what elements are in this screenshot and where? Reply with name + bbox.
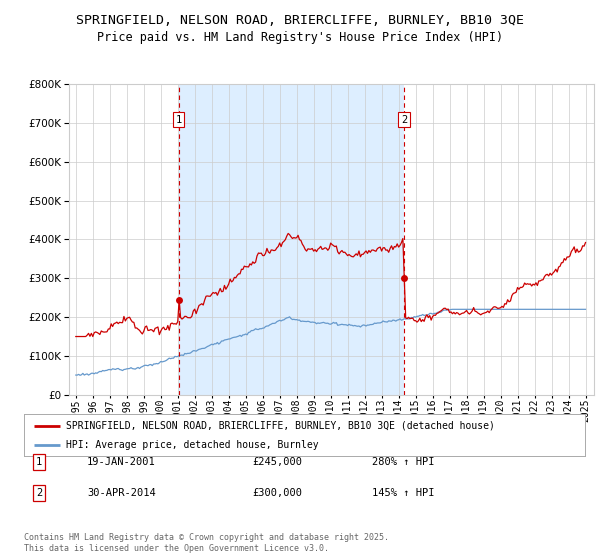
Text: HPI: Average price, detached house, Burnley: HPI: Average price, detached house, Burn… (66, 440, 319, 450)
Text: £245,000: £245,000 (252, 457, 302, 467)
Text: 1: 1 (175, 115, 182, 125)
Bar (179, 84, 404, 395)
Text: SPRINGFIELD, NELSON ROAD, BRIERCLIFFE, BURNLEY, BB10 3QE: SPRINGFIELD, NELSON ROAD, BRIERCLIFFE, B… (76, 14, 524, 27)
Text: SPRINGFIELD, NELSON ROAD, BRIERCLIFFE, BURNLEY, BB10 3QE (detached house): SPRINGFIELD, NELSON ROAD, BRIERCLIFFE, B… (66, 421, 495, 431)
Text: 19-JAN-2001: 19-JAN-2001 (87, 457, 156, 467)
Text: 2: 2 (36, 488, 42, 498)
Text: £300,000: £300,000 (252, 488, 302, 498)
Text: 145% ↑ HPI: 145% ↑ HPI (372, 488, 434, 498)
Text: 1: 1 (36, 457, 42, 467)
Text: Contains HM Land Registry data © Crown copyright and database right 2025.
This d: Contains HM Land Registry data © Crown c… (24, 533, 389, 553)
Text: 30-APR-2014: 30-APR-2014 (87, 488, 156, 498)
Text: 280% ↑ HPI: 280% ↑ HPI (372, 457, 434, 467)
Text: Price paid vs. HM Land Registry's House Price Index (HPI): Price paid vs. HM Land Registry's House … (97, 31, 503, 44)
Text: 2: 2 (401, 115, 407, 125)
